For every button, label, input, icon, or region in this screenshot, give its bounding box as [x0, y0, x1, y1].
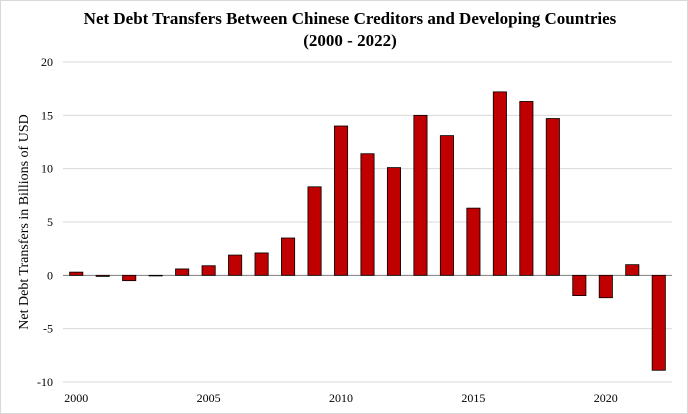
x-tick-label: 2010	[329, 391, 353, 405]
bar-2008	[281, 237, 296, 276]
bar-2014	[439, 135, 454, 276]
chart-title-line2: (2000 - 2022)	[303, 31, 396, 50]
y-tick-label: 5	[47, 215, 53, 229]
gridlines	[63, 61, 672, 383]
bar-2012	[386, 167, 401, 276]
bar-2020	[598, 274, 613, 299]
bar-2017	[519, 101, 534, 276]
y-tick-label: 15	[41, 108, 53, 122]
x-tick-label: 2015	[461, 391, 485, 405]
bar-2006	[228, 254, 243, 276]
bar-2007	[254, 252, 269, 276]
bar-2009	[307, 186, 322, 276]
y-tick-label: 10	[41, 162, 53, 176]
x-tick-label: 2000	[64, 391, 88, 405]
y-tick-label: -5	[43, 322, 53, 336]
y-tick-label: 0	[47, 268, 53, 282]
bar-2019	[572, 274, 587, 297]
bar-2003	[148, 274, 163, 277]
bar-2016	[492, 91, 507, 276]
bar-2004	[175, 268, 190, 276]
y-tick-labels: -10 -5 0 5 10 15 20	[37, 55, 53, 389]
bar-2013	[413, 114, 428, 276]
bar-2000	[69, 271, 84, 276]
x-tick-labels: 2000 2005 2010 2015 2020	[64, 391, 618, 405]
bar-2002	[122, 274, 137, 282]
bar-2015	[466, 207, 481, 276]
bar-2021	[625, 264, 640, 276]
bar-2010	[334, 125, 349, 276]
y-tick-label: -10	[37, 375, 53, 389]
bar-2011	[360, 153, 375, 276]
x-tick-label: 2020	[594, 391, 618, 405]
bar-2018	[545, 118, 560, 276]
bar-2001	[95, 274, 110, 277]
bar-2022	[651, 274, 666, 371]
y-tick-label: 20	[41, 55, 53, 69]
y-axis-label: Net Debt Transfers in Billions of USD	[17, 114, 32, 329]
bar-2005	[201, 265, 216, 276]
x-tick-label: 2005	[197, 391, 221, 405]
chart-title-line1: Net Debt Transfers Between Chinese Credi…	[84, 9, 617, 28]
bars	[69, 91, 666, 371]
